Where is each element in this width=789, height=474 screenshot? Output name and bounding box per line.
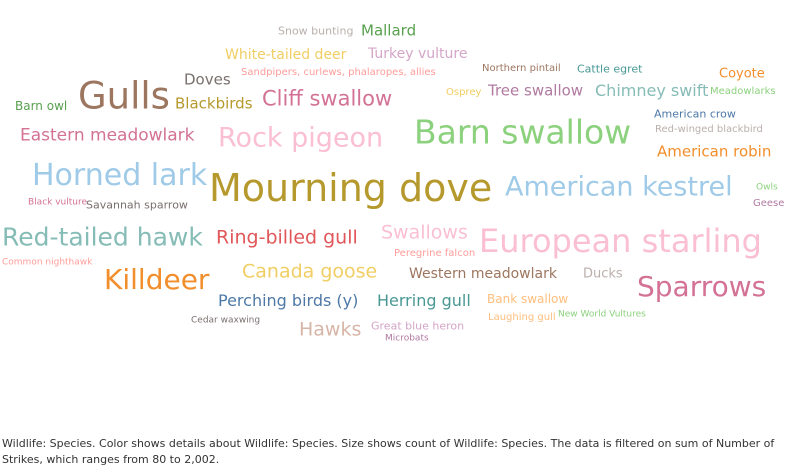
word-label: Red-tailed hawk xyxy=(2,222,203,252)
word-label: Bank swallow xyxy=(487,292,569,306)
word-label: Peregrine falcon xyxy=(394,248,476,259)
word-label: Turkey vulture xyxy=(368,46,468,62)
word-cloud: Snow bunting Mallard White-tailed deer Turk… xyxy=(2,21,785,344)
word-label: Tree swallow xyxy=(488,81,584,100)
word-label: Geese xyxy=(753,198,785,209)
word-label: Sandpipers, curlews, phalaropes, allies xyxy=(241,67,436,78)
word-label: Savannah sparrow xyxy=(86,198,188,212)
word-label: Perching birds (y) xyxy=(218,291,359,310)
chart-caption: Wildlife: Species. Color shows details a… xyxy=(2,437,775,466)
word-label: Hawks xyxy=(299,318,362,341)
word-label: Red-winged blackbird xyxy=(655,124,763,135)
word-label: Laughing gull xyxy=(488,312,556,323)
word-label: Mourning dove xyxy=(209,166,493,210)
word-label: Common nighthawk xyxy=(2,257,93,268)
word-label: Cliff swallow xyxy=(262,86,393,111)
word-label: Meadowlarks xyxy=(710,86,776,97)
word-label: Herring gull xyxy=(377,291,471,310)
word-label: Horned lark xyxy=(32,158,208,193)
word-label: Rock pigeon xyxy=(218,122,384,154)
word-label: Cattle egret xyxy=(577,62,643,76)
word-label: Osprey xyxy=(446,87,482,98)
word-label: American kestrel xyxy=(505,171,733,203)
word-label: Cedar waxwing xyxy=(191,315,261,326)
word-label: Black vulture xyxy=(28,197,88,208)
word-label: New World Vultures xyxy=(558,309,646,320)
word-label: American robin xyxy=(657,142,772,161)
word-label: Ring-billed gull xyxy=(216,226,358,249)
word-label: White-tailed deer xyxy=(225,47,347,63)
word-label: Killdeer xyxy=(104,263,210,296)
word-label: Canada goose xyxy=(242,260,378,283)
word-label: Ducks xyxy=(583,266,623,282)
word-label: Doves xyxy=(184,70,231,89)
word-label: Snow bunting xyxy=(278,24,354,38)
word-label: European starling xyxy=(479,222,762,260)
word-label: Eastern meadowlark xyxy=(20,125,195,146)
word-label: Chimney swift xyxy=(595,81,709,100)
word-label: Barn owl xyxy=(15,99,68,113)
word-label: Microbats xyxy=(385,333,429,344)
word-label: Gulls xyxy=(78,74,170,118)
word-label: American crow xyxy=(654,107,736,121)
word-label: Mallard xyxy=(361,21,417,40)
word-label: Western meadowlark xyxy=(409,266,557,282)
word-label: Coyote xyxy=(719,66,765,82)
word-label: Swallows xyxy=(381,221,468,244)
word-label: Blackbirds xyxy=(175,94,253,113)
word-label: Barn swallow xyxy=(414,112,632,152)
word-label: Sparrows xyxy=(637,270,767,303)
word-label: Great blue heron xyxy=(371,319,465,333)
word-label: Northern pintail xyxy=(482,63,561,74)
word-label: Owls xyxy=(756,182,778,193)
